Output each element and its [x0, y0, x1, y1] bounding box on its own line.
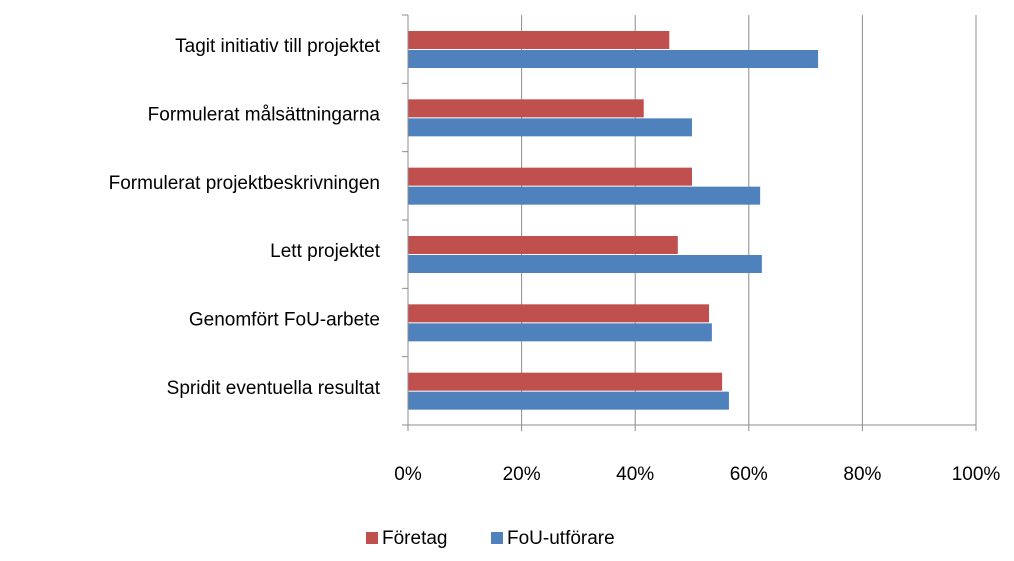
- bar: [408, 50, 819, 68]
- legend-label: Företag: [382, 528, 447, 549]
- y-tick-label: Tagit initiativ till projektet: [175, 36, 381, 57]
- x-tick-label: 40%: [616, 464, 654, 485]
- x-tick-label: 20%: [503, 464, 541, 485]
- bar: [408, 186, 761, 205]
- y-tick-label: Genomfört FoU-arbete: [189, 310, 380, 331]
- bar: [408, 236, 678, 254]
- x-tick-label: 80%: [843, 464, 881, 485]
- x-tick-label: 60%: [730, 464, 768, 485]
- bar: [408, 255, 762, 273]
- y-tick-label: Formulerat målsättningarna: [148, 105, 381, 126]
- x-tick-label: 0%: [394, 464, 422, 485]
- legend-swatch: [491, 532, 503, 544]
- bar: [408, 31, 670, 49]
- bar: [408, 167, 692, 186]
- bar: [408, 118, 692, 137]
- bar: [408, 323, 712, 342]
- x-tick-label: 100%: [952, 464, 1001, 485]
- legend-label: FoU-utförare: [507, 528, 615, 549]
- legend-swatch: [366, 532, 378, 544]
- y-tick-label: Spridit eventuella resultat: [167, 378, 381, 399]
- y-tick-label: Lett projektet: [270, 241, 381, 262]
- bar: [408, 372, 723, 391]
- bar: [408, 99, 644, 118]
- bar: [408, 391, 729, 410]
- bar: [408, 304, 710, 323]
- y-tick-label: Formulerat projektbeskrivningen: [109, 173, 380, 194]
